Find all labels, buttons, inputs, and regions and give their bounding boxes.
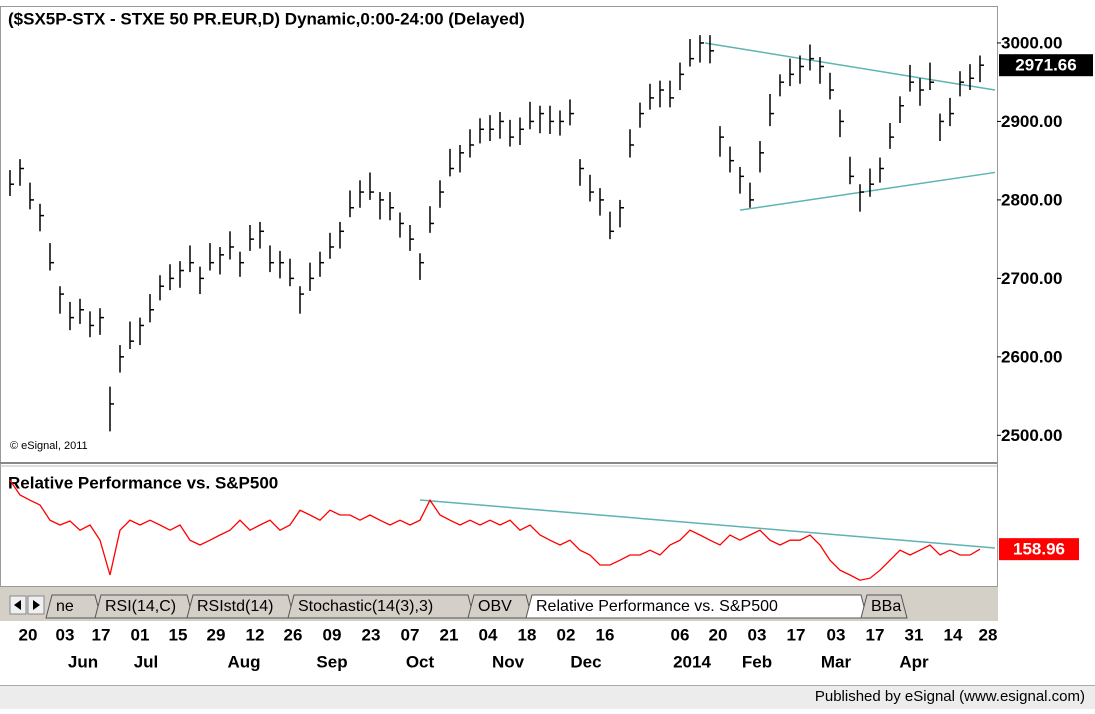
x-tick-label: 20 bbox=[19, 625, 38, 644]
x-tick-label: 23 bbox=[362, 625, 381, 644]
x-month-label: 2014 bbox=[673, 652, 711, 671]
tab-label: RSIstd(14) bbox=[197, 598, 273, 615]
tab-label: Stochastic(14(3),3) bbox=[298, 598, 433, 615]
x-month-label: Sep bbox=[316, 652, 347, 671]
x-tick-label: 06 bbox=[671, 625, 690, 644]
x-month-label: Jun bbox=[68, 652, 98, 671]
x-month-label: Aug bbox=[227, 652, 260, 671]
y-tick-label: 2800.00 bbox=[1001, 190, 1062, 209]
x-month-label: Oct bbox=[406, 652, 435, 671]
x-tick-label: 01 bbox=[131, 625, 150, 644]
tab-label: RSI(14,C) bbox=[105, 598, 176, 615]
tab[interactable] bbox=[287, 594, 475, 619]
chart-title: ($SX5P-STX - STXE 50 PR.EUR,D) Dynamic,0… bbox=[8, 9, 525, 28]
x-tick-label: 26 bbox=[284, 625, 303, 644]
x-tick-label: 09 bbox=[323, 625, 342, 644]
tab-label: BBa bbox=[871, 598, 901, 615]
tab[interactable] bbox=[525, 594, 868, 619]
x-month-label: Dec bbox=[570, 652, 601, 671]
x-tick-label: 16 bbox=[596, 625, 615, 644]
x-tick-label: 18 bbox=[518, 625, 537, 644]
y-tick-label: 2700.00 bbox=[1001, 269, 1062, 288]
x-tick-label: 17 bbox=[92, 625, 111, 644]
tab[interactable] bbox=[94, 594, 194, 619]
tab[interactable] bbox=[45, 594, 102, 619]
x-tick-label: 03 bbox=[56, 625, 75, 644]
tab-label: OBV bbox=[478, 598, 512, 615]
x-tick-label: 07 bbox=[401, 625, 420, 644]
watermark: © eSignal, 2011 bbox=[10, 440, 88, 452]
tab[interactable] bbox=[467, 594, 533, 619]
status-bar bbox=[0, 685, 1095, 709]
y-tick-label: 2500.00 bbox=[1001, 426, 1062, 445]
line bbox=[9, 479, 981, 581]
x-month-label: Mar bbox=[821, 652, 852, 671]
x-tick-label: 15 bbox=[169, 625, 188, 644]
tab[interactable] bbox=[186, 594, 295, 619]
arrow-icon bbox=[14, 600, 21, 610]
last-value-box bbox=[999, 54, 1093, 77]
y-tick-label: 3000.00 bbox=[1001, 33, 1062, 52]
x-tick-label: 29 bbox=[207, 625, 226, 644]
x-tick-label: 14 bbox=[944, 625, 963, 644]
x-tick-label: 31 bbox=[905, 625, 924, 644]
x-month-label: Apr bbox=[899, 652, 929, 671]
x-tick-label: 21 bbox=[440, 625, 459, 644]
tab[interactable] bbox=[860, 594, 908, 619]
x-tick-label: 12 bbox=[246, 625, 265, 644]
last-value-box bbox=[999, 538, 1079, 561]
panel-title: Relative Performance vs. S&P500 bbox=[8, 473, 278, 492]
y-tick-label: 2600.00 bbox=[1001, 347, 1062, 366]
x-tick-label: 02 bbox=[557, 625, 576, 644]
x-month-label: Feb bbox=[742, 652, 772, 671]
y-tick-label: 2900.00 bbox=[1001, 112, 1062, 131]
x-tick-label: 03 bbox=[827, 625, 846, 644]
x-tick-label: 20 bbox=[709, 625, 728, 644]
x-month-label: Jul bbox=[134, 652, 159, 671]
last-value: 2971.66 bbox=[1015, 56, 1076, 75]
footer: Published by eSignal (www.esignal.com) bbox=[815, 688, 1085, 705]
x-tick-label: 04 bbox=[479, 625, 498, 644]
trendline bbox=[419, 499, 996, 549]
x-tick-label: 17 bbox=[866, 625, 885, 644]
x-tick-label: 17 bbox=[787, 625, 806, 644]
last-value: 158.96 bbox=[1013, 540, 1065, 559]
x-tick-label: 03 bbox=[748, 625, 767, 644]
x-month-label: Nov bbox=[492, 652, 525, 671]
trendline bbox=[704, 42, 996, 91]
tab-label: ne bbox=[56, 598, 74, 615]
tab-label: Relative Performance vs. S&P500 bbox=[536, 598, 778, 615]
trendline bbox=[739, 171, 996, 211]
x-tick-label: 28 bbox=[979, 625, 998, 644]
arrow-icon bbox=[33, 600, 40, 610]
